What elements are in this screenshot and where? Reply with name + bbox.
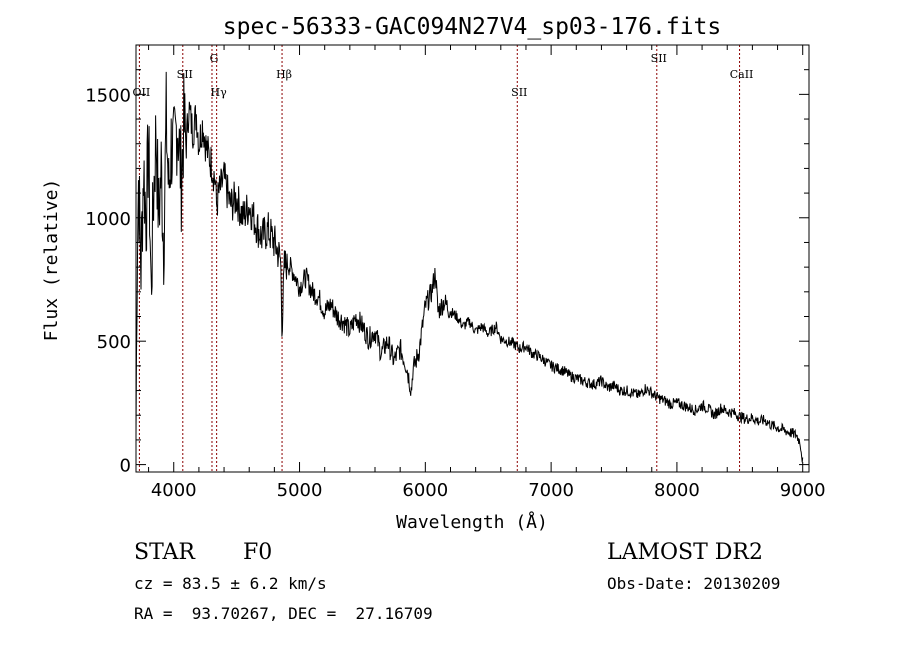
spectrum-series — [135, 71, 804, 463]
plot-frame — [135, 44, 810, 473]
spectrum-line — [135, 71, 804, 463]
object-class: STAR — [134, 540, 195, 565]
line-marker-label-4: Hβ — [276, 68, 292, 81]
plot-axes: 4000 5000 6000 7000 8000 9000 0 500 1000 1500 — [85, 44, 826, 501]
x-tick-label-5: 9000 — [780, 480, 826, 501]
line-marker-label-0: OII — [133, 86, 151, 99]
y-tick-label-3: 1500 — [85, 85, 131, 106]
y-tick-label-0: 0 — [120, 456, 131, 477]
x-tick-label-1: 5000 — [277, 480, 323, 501]
x-tick-label-3: 7000 — [528, 480, 574, 501]
line-marker-label-7: CaII — [730, 68, 754, 81]
x-tick-label-2: 6000 — [402, 480, 448, 501]
redshift-velocity: cz = 83.5 ± 6.2 km/s — [134, 574, 327, 593]
coordinates: RA = 93.70267, DEC = 27.16709 — [134, 604, 433, 623]
line-marker-label-3: Hγ — [211, 86, 228, 99]
observation-date: Obs-Date: 20130209 — [607, 574, 781, 593]
y-tick-label-1: 500 — [97, 332, 131, 353]
line-marker-label-1: SII — [177, 68, 193, 81]
spectral-line-markers: OII SII G Hγ Hβ SII SII CaII — [133, 45, 754, 472]
line-marker-label-6: SII — [651, 52, 667, 65]
line-marker-label-5: SII — [511, 86, 527, 99]
object-subclass: F0 — [243, 540, 273, 565]
y-tick-label-2: 1000 — [85, 209, 131, 230]
y-axis-label: Flux (relative) — [41, 179, 62, 342]
x-tick-label-0: 4000 — [151, 480, 197, 501]
chart-title: spec-56333-GAC094N27V4_sp03-176.fits — [223, 14, 722, 40]
x-tick-label-4: 8000 — [654, 480, 700, 501]
survey-name: LAMOST DR2 — [607, 540, 763, 565]
line-marker-label-2: G — [210, 52, 219, 65]
x-axis-label: Wavelength (Å) — [396, 511, 548, 533]
